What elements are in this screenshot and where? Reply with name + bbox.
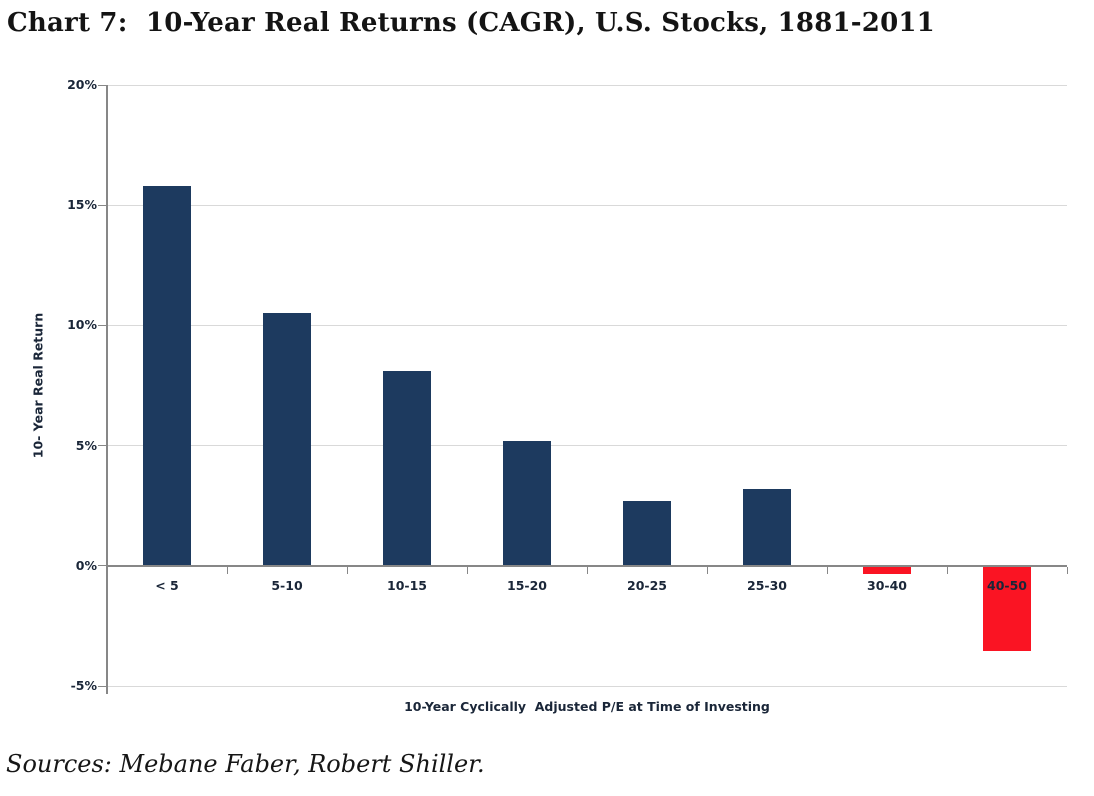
y-tick	[98, 445, 107, 447]
gridline	[107, 324, 1067, 326]
y-tick-label: 5%	[75, 437, 97, 453]
y-tick	[98, 84, 107, 86]
y-tick	[98, 324, 107, 326]
bar-30-40	[863, 566, 911, 574]
bar-15-20	[503, 440, 551, 566]
y-axis-line	[106, 85, 108, 694]
x-category-label: 15-20	[507, 577, 547, 593]
x-category-label: 25-30	[747, 577, 787, 593]
x-category-label: 30-40	[867, 577, 907, 593]
x-axis-title: 10-Year Cyclically Adjusted P/E at Time …	[404, 699, 770, 714]
x-tick	[1066, 566, 1068, 574]
y-tick-label: 0%	[75, 557, 97, 573]
bar-40-50	[983, 566, 1031, 651]
y-tick-label: -5%	[70, 678, 97, 693]
x-tick	[826, 566, 828, 574]
bar-20-25	[623, 500, 671, 566]
y-tick	[98, 204, 107, 206]
y-tick	[98, 565, 107, 567]
bar-5-10	[263, 313, 311, 566]
x-tick	[586, 566, 588, 574]
bar-25-30	[743, 488, 791, 566]
gridline	[107, 204, 1067, 206]
gridline	[107, 84, 1067, 86]
x-category-label: 10-15	[387, 577, 427, 593]
x-axis-line	[107, 564, 1067, 567]
chart-title: Chart 7: 10-Year Real Returns (CAGR), U.…	[7, 8, 935, 38]
x-category-label: < 5	[155, 577, 179, 593]
y-tick	[98, 685, 107, 687]
y-tick-label: 10%	[67, 317, 97, 333]
y-tick-label: 15%	[67, 197, 97, 213]
x-category-label: 5-10	[271, 577, 303, 593]
x-tick	[106, 566, 108, 574]
y-axis-title: 10- Year Real Return	[30, 312, 46, 459]
x-tick	[226, 566, 228, 574]
x-tick	[706, 566, 708, 574]
source-note: Sources: Mebane Faber, Robert Shiller.	[6, 750, 485, 778]
bar-< 5	[143, 185, 191, 566]
bar-10-15	[383, 371, 431, 566]
y-tick-label: 20%	[67, 77, 97, 92]
gridline	[107, 685, 1067, 687]
x-tick	[346, 566, 348, 574]
gridline	[107, 445, 1067, 447]
x-category-label: 40-50	[987, 577, 1027, 593]
x-tick	[946, 566, 948, 574]
x-category-label: 20-25	[627, 577, 667, 593]
x-tick	[466, 566, 468, 574]
